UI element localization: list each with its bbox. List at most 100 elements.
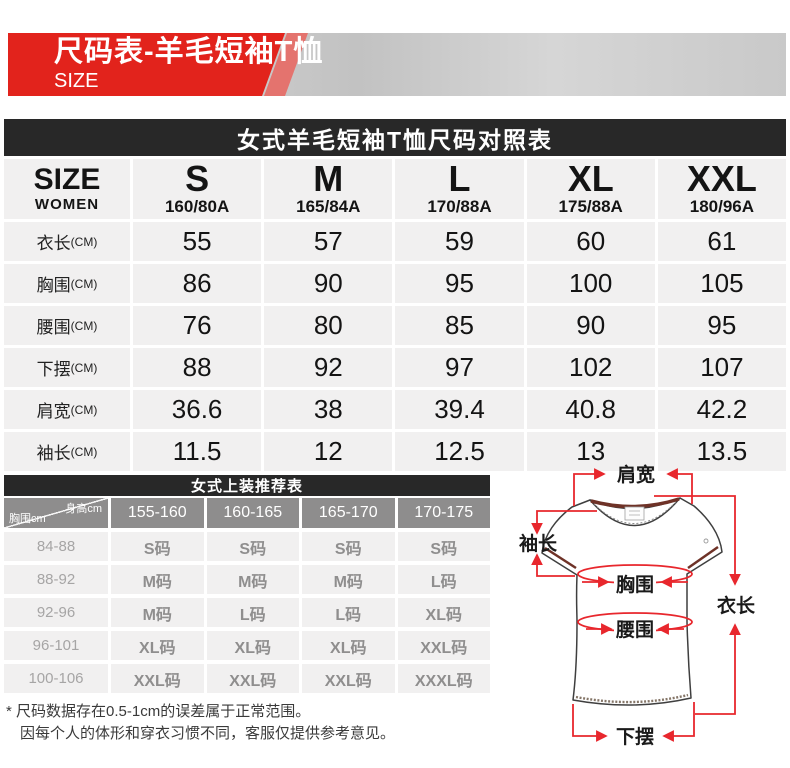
row-unit: (CM) [70,402,98,417]
corner-cell: 身高cm 胸围cm [4,498,108,528]
table-row-garment-length: 衣长 (CM) 55 57 59 60 61 [4,222,786,261]
chest-range-label: 92-96 [4,598,108,627]
cell-value: 102 [526,348,655,387]
cell-value: 60 [526,222,655,261]
cell-value: 11.5 [133,432,262,471]
col-spec: 165/84A [296,197,361,217]
cell-value: 39.4 [395,390,524,429]
page-subtitle: SIZE [54,70,99,92]
cell-value: 107 [657,348,786,387]
col-size: M [313,157,344,199]
cell-value: 90 [526,306,655,345]
size-code: L码 [302,598,395,627]
row-label-text: 肩宽 [36,402,71,421]
chest-range-label: 96-101 [4,631,108,660]
row-unit: (CM) [70,318,98,333]
cell-value: 95 [657,306,786,345]
height-range-header: 155-160 [111,498,204,528]
size-table-header-row: SIZE WOMEN S 160/80A M 165/84A L 170/88A… [4,159,786,219]
size-code: XXXL码 [397,664,490,693]
hem-arrow-right [662,702,695,742]
row-label-text: 下摆 [36,360,71,379]
shoulder-arrow-right [666,468,693,504]
banner-red-shape [8,33,285,96]
size-code: XL码 [206,631,299,660]
recommend-row: 92-96 M码 L码 L码 XL码 [4,598,490,627]
col-spec: 170/88A [427,197,492,217]
col-size: L [448,157,471,199]
table-row-hem: 下摆 (CM) 88 92 97 102 107 [4,348,786,387]
recommend-table-header-row: 身高cm 胸围cm 155-160 160-165 165-170 170-17… [4,498,490,528]
row-label: 肩宽 (CM) [4,390,130,429]
col-spec: 160/80A [164,197,230,217]
footnote-line2: 因每个人的体形和穿衣习惯不同，客服仅提供参考意见。 [20,725,396,742]
row-unit: (CM) [70,360,98,375]
cell-value: 86 [133,264,262,303]
cell-value: 40.8 [526,390,655,429]
corner-chest-label: 胸围cm [9,513,46,525]
cell-value: 90 [264,264,393,303]
hem-label: 下摆 [616,726,654,748]
title-banner: 尺码表-羊毛短袖T恤 SIZE [8,33,786,96]
row-label-text: 衣长 [36,234,71,253]
cell-value: 92 [264,348,393,387]
footnote: * 尺码数据存在0.5-1cm的误差属于正常范围。 因每个人的体形和穿衣习惯不同… [6,701,395,745]
recommend-table-title: 女式上装推荐表 [4,475,490,496]
chest-range-label: 84-88 [4,532,108,561]
header-cell-s: S 160/80A [133,157,262,219]
header-cell-size: SIZE WOMEN [4,159,130,219]
header-size-label: SIZE [33,163,101,197]
size-code: L码 [206,598,299,627]
size-code: L码 [397,565,490,594]
sleeve-arrow-up [531,553,575,577]
col-size: XXL [686,157,757,199]
cell-value: 61 [657,222,786,261]
table-row-sleeve: 袖长 (CM) 11.5 12 12.5 13 13.5 [4,432,786,471]
cell-value: 42.2 [657,390,786,429]
cell-value: 55 [133,222,262,261]
tshirt-measurement-diagram: 肩宽 袖长 胸围 腰围 衣长 下摆 [519,463,756,748]
right-sleeve-trim [687,545,719,570]
chest-range-label: 88-92 [4,565,108,594]
size-code: XXL码 [206,664,299,693]
hem-arrow-left [572,704,608,742]
size-code: M码 [206,565,299,594]
cell-value: 12.5 [395,432,524,471]
waist-label: 腰围 [615,619,654,641]
size-code: XXL码 [397,631,490,660]
cell-value: 59 [395,222,524,261]
tshirt-outline [541,497,723,706]
row-label: 胸围 (CM) [4,264,130,303]
col-spec: 175/88A [558,197,623,217]
table-row-waist: 腰围 (CM) 76 80 85 90 95 [4,306,786,345]
size-code: XXL码 [111,664,204,693]
footnote-line1: * 尺码数据存在0.5-1cm的误差属于正常范围。 [6,703,311,720]
row-label-text: 胸围 [36,276,71,295]
recommend-row: 88-92 M码 M码 M码 L码 [4,565,490,594]
row-label: 衣长 (CM) [4,222,130,261]
cell-value: 80 [264,306,393,345]
cell-value: 97 [395,348,524,387]
cell-value: 76 [133,306,262,345]
row-label: 袖长 (CM) [4,432,130,471]
left-sleeve-trim [544,546,577,570]
chest-range-label: 100-106 [4,664,108,693]
cell-value: 57 [264,222,393,261]
size-code: S码 [302,532,395,561]
shoulder-width-label: 肩宽 [617,463,655,486]
cell-value: 36.6 [133,390,262,429]
header-cell-xxl: XXL 180/96A [657,157,786,219]
col-size: S [185,157,210,199]
table-row-chest: 胸围 (CM) 86 90 95 100 105 [4,264,786,303]
header-cell-m: M 165/84A [264,157,393,219]
height-range-header: 165-170 [302,498,395,528]
size-code: S码 [206,532,299,561]
hem-stitching [575,693,689,704]
size-code: M码 [111,598,204,627]
col-spec: 180/96A [689,197,755,217]
sleeve-tag [703,538,709,544]
row-unit: (CM) [70,276,98,291]
size-table-title: 女式羊毛短袖T恤尺码对照表 [4,119,786,156]
cell-value: 105 [657,264,786,303]
length-arrow-up [695,623,741,715]
